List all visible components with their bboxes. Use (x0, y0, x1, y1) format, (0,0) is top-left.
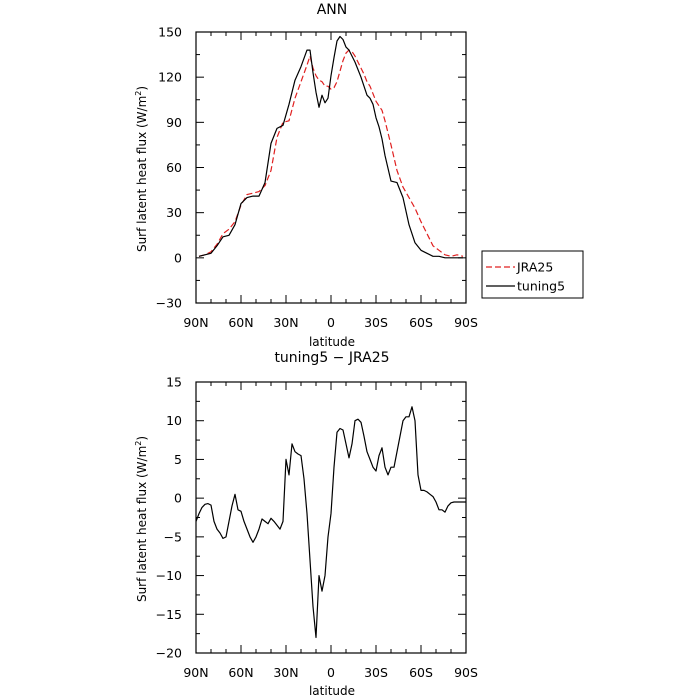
x-tick-label: 0 (327, 665, 335, 680)
y-tick-label: −30 (156, 296, 182, 311)
y-axis-title: Surf latent heat flux (W/m2) (134, 86, 149, 252)
series-lines (198, 35, 464, 259)
x-tick-label: 60S (409, 665, 433, 680)
y-tick-label: 120 (158, 70, 182, 85)
x-tick-label: 90N (183, 665, 208, 680)
panel-title: ANN (317, 2, 348, 18)
series-line-tuning5 (198, 35, 463, 259)
x-tick-label: 0 (327, 315, 335, 330)
x-tick-label: 90N (183, 315, 208, 330)
y-tick-label: 15 (166, 375, 182, 390)
y-tick-label: −20 (156, 646, 182, 661)
y-axis-title: Surf latent heat flux (W/m2) (134, 436, 149, 602)
legend-label: tuning5 (517, 279, 565, 294)
x-axis-title: latitude (309, 684, 355, 698)
y-tick-label: 5 (174, 452, 182, 467)
y-tick-label: 90 (166, 115, 182, 130)
plot-border (195, 381, 467, 654)
panel-annual-mean: ANN 90N 60N 30N 0 30S 60S 90S−300306090120150 … (134, 2, 584, 349)
x-tick-label: 30S (364, 665, 388, 680)
x-tick-label: 90S (454, 665, 478, 680)
x-tick-label: 60N (228, 665, 253, 680)
y-tick-label: 0 (174, 250, 182, 265)
x-tick-label: 30N (273, 315, 298, 330)
panel-difference: tuning5 − JRA25 90N 60N 30N 0 30S 60S 90S −20 −1… (134, 350, 478, 698)
y-tick-label: −10 (156, 568, 182, 583)
series-lines (195, 406, 466, 639)
y-tick-label: 30 (166, 205, 182, 220)
y-tick-label: 0 (174, 491, 182, 506)
x-tick-label: 30N (273, 665, 298, 680)
series-line-JRA25 (198, 49, 464, 257)
series-line-difference (195, 406, 466, 639)
y-tick-label: −5 (164, 529, 182, 544)
y-tick-label: 60 (166, 160, 182, 175)
y-tick-label: 150 (158, 25, 182, 40)
tick-labels: 90N 60N 30N 0 30S 60S 90S −30 0 30 60 90 120 150 (156, 25, 478, 331)
x-tick-label: 30S (364, 315, 388, 330)
x-tick-label: 90S (454, 315, 478, 330)
x-tick-label: 60N (228, 315, 253, 330)
plot-frame (195, 381, 467, 654)
plot-frame (195, 31, 467, 304)
panel-title: tuning5 − JRA25 (274, 350, 389, 366)
legend-box (481, 250, 584, 299)
legend-label: JRA25 (516, 260, 553, 275)
tick-labels: 90N 60N 30N 0 30S 60S 90S −20 −15 −10 −5 0 5 10 15 (156, 375, 478, 681)
x-axis-title: latitude (309, 335, 355, 349)
y-tick-label: −15 (156, 607, 182, 622)
y-tick-label: 10 (166, 413, 182, 428)
legend: JRA25 tuning5 (481, 250, 584, 299)
plot-border (195, 31, 467, 304)
x-tick-label: 60S (409, 315, 433, 330)
